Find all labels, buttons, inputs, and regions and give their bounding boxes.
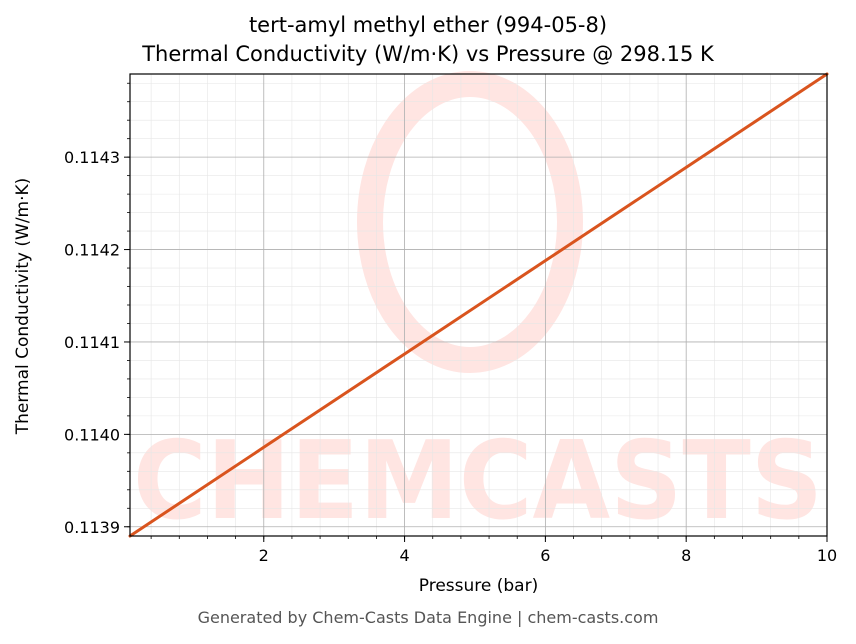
y-tick-label: 0.1143: [64, 148, 120, 167]
y-axis-label: Thermal Conductivity (W/m·K): [13, 177, 33, 435]
x-tick-label: 2: [259, 546, 269, 565]
x-axis-label: Pressure (bar): [418, 576, 539, 596]
axis-ticks: [124, 82, 828, 542]
major-grid: [130, 74, 828, 536]
y-tick-label: 0.1140: [64, 425, 120, 444]
chart-title: tert-amyl methyl ether (994-05-8): [248, 13, 608, 37]
chart-subtitle: Thermal Conductivity (W/m·K) vs Pressure…: [142, 42, 714, 66]
watermark-text: CHEMCASTS: [133, 419, 823, 544]
minor-grid: [130, 74, 828, 536]
x-tick-label: 10: [817, 546, 837, 565]
x-tick-label: 6: [540, 546, 550, 565]
x-tick-label: 4: [399, 546, 409, 565]
y-tick-label: 0.1141: [64, 333, 120, 352]
y-tick-label: 0.1142: [64, 241, 120, 260]
series-group: [128, 72, 829, 538]
series-line: [128, 72, 829, 538]
watermark-ring: [357, 71, 583, 373]
footer-credit: Generated by Chem-Casts Data Engine | ch…: [197, 608, 659, 627]
x-tick-label: 8: [681, 546, 691, 565]
watermark-logo: CHEMCASTS: [133, 71, 823, 544]
y-tick-label: 0.1139: [64, 518, 120, 537]
tick-labels: 2 4 6 8 10 0.1139 0.1140 0.1141 0.1142 0.1143: [64, 148, 837, 565]
